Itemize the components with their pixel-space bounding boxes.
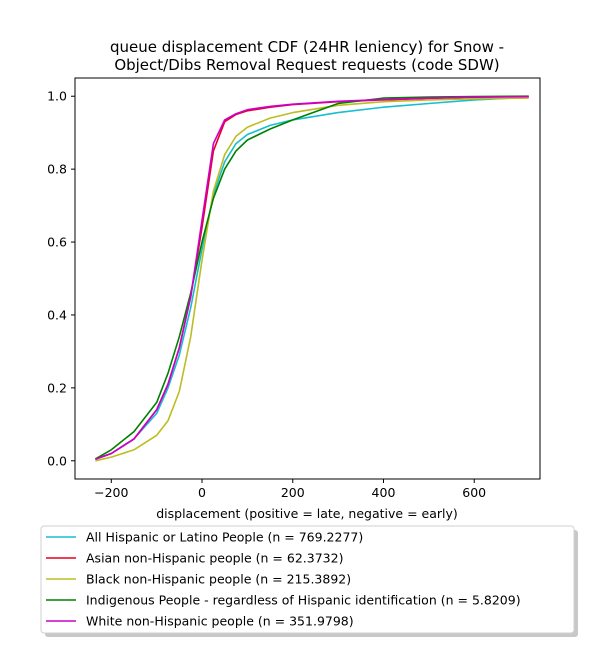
- legend-box: [40, 525, 575, 634]
- x-tick-label: 400: [372, 485, 396, 500]
- x-tick-label: −200: [94, 485, 128, 500]
- legend-label-2: Black non-Hispanic people (n = 215.3892): [86, 572, 351, 587]
- x-tick-label: 600: [462, 485, 486, 500]
- series-line-0: [95, 96, 529, 460]
- x-tick-label: 0: [198, 485, 206, 500]
- series-line-4: [95, 95, 529, 461]
- x-axis-label: displacement (positive = late, negative …: [156, 506, 458, 521]
- series-line-3: [95, 95, 529, 460]
- y-tick-label: 0.8: [47, 162, 67, 177]
- y-tick-label: 0.2: [47, 380, 67, 395]
- chart-title-line-1: queue displacement CDF (24HR leniency) f…: [110, 38, 504, 56]
- plot-frame: [74, 77, 541, 480]
- legend: All Hispanic or Latino People (n = 769.2…: [46, 530, 521, 629]
- legend-label-4: White non-Hispanic people (n = 351.9798): [86, 614, 354, 629]
- legend-label-3: Indigenous People - regardless of Hispan…: [86, 593, 521, 608]
- y-tick-label: 0.4: [47, 307, 67, 322]
- y-tick-label: 0.0: [47, 453, 67, 468]
- legend-label-0: All Hispanic or Latino People (n = 769.2…: [86, 530, 363, 545]
- x-tick-label: 200: [281, 485, 305, 500]
- plot-area: [95, 95, 529, 462]
- y-tick-label: 0.6: [47, 235, 67, 250]
- series-line-2: [95, 97, 529, 462]
- legend-label-1: Asian non-Hispanic people (n = 62.3732): [86, 551, 343, 566]
- chart-title-line-2: Object/Dibs Removal Request requests (co…: [114, 56, 499, 74]
- y-tick-label: 1.0: [47, 89, 67, 104]
